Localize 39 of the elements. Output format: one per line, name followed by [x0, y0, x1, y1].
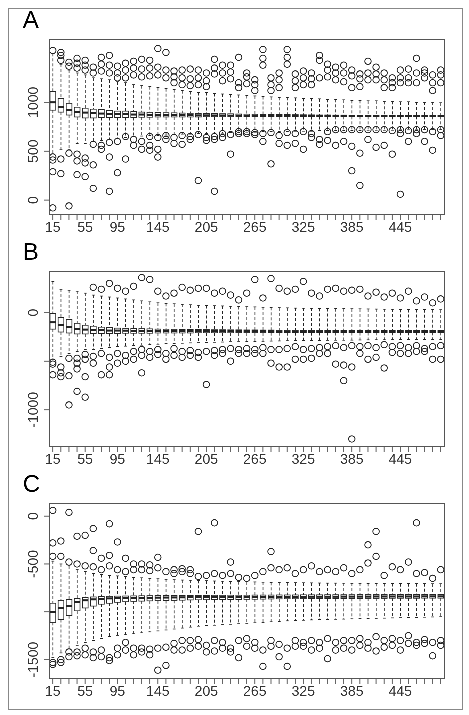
chart-title: A [23, 7, 40, 34]
x-tick-label: 95 [110, 450, 126, 467]
x-tick-label: 445 [388, 450, 412, 467]
x-tick-label: 55 [78, 682, 94, 699]
x-tick-label: 205 [194, 218, 218, 235]
x-tick-label: 145 [146, 450, 170, 467]
y-tick-label: 0 [25, 196, 41, 204]
y-tick-label: -1500 [25, 642, 41, 678]
y-tick-label: 1000 [25, 86, 41, 118]
x-tick-label: 205 [194, 450, 218, 467]
y-tick-label: 0 [25, 512, 41, 520]
x-tick-label: 265 [243, 218, 267, 235]
x-tick-label: 15 [45, 682, 62, 699]
figure-frame: A 15 55 95 145 205 265 325 385 445 0 500 1000 B 15 55 95 145 205 265 325 385 445 -1000 0 C 15 55 95 145 205 265 325 385 445 -1500 -500 0 [8, 8, 463, 710]
x-tick-label: 265 [243, 450, 267, 467]
x-tick-label: 325 [292, 450, 316, 467]
y-tick-label: -1000 [25, 392, 41, 428]
x-tick-label: 145 [146, 218, 170, 235]
y-tick-label: 500 [25, 140, 41, 164]
x-tick-label: 95 [110, 682, 126, 699]
x-tick-label: 445 [388, 218, 412, 235]
x-tick-label: 15 [45, 218, 62, 235]
x-tick-label: 15 [45, 450, 62, 467]
x-tick-label: 385 [340, 682, 364, 699]
x-tick-label: 385 [340, 218, 364, 235]
x-tick-label: 445 [388, 682, 412, 699]
x-tick-label: 145 [146, 682, 170, 699]
x-tick-label: 265 [243, 682, 267, 699]
x-tick-label: 385 [340, 450, 364, 467]
x-tick-label: 325 [292, 682, 316, 699]
x-tick-label: 325 [292, 218, 316, 235]
chart-title: B [23, 239, 40, 266]
x-tick-label: 55 [78, 218, 94, 235]
x-tick-label: 205 [194, 682, 218, 699]
chart-title: C [23, 471, 40, 498]
x-tick-label: 95 [110, 218, 126, 235]
y-tick-label: 0 [25, 308, 41, 317]
x-tick-label: 55 [78, 450, 94, 467]
y-tick-label: -500 [25, 550, 41, 578]
